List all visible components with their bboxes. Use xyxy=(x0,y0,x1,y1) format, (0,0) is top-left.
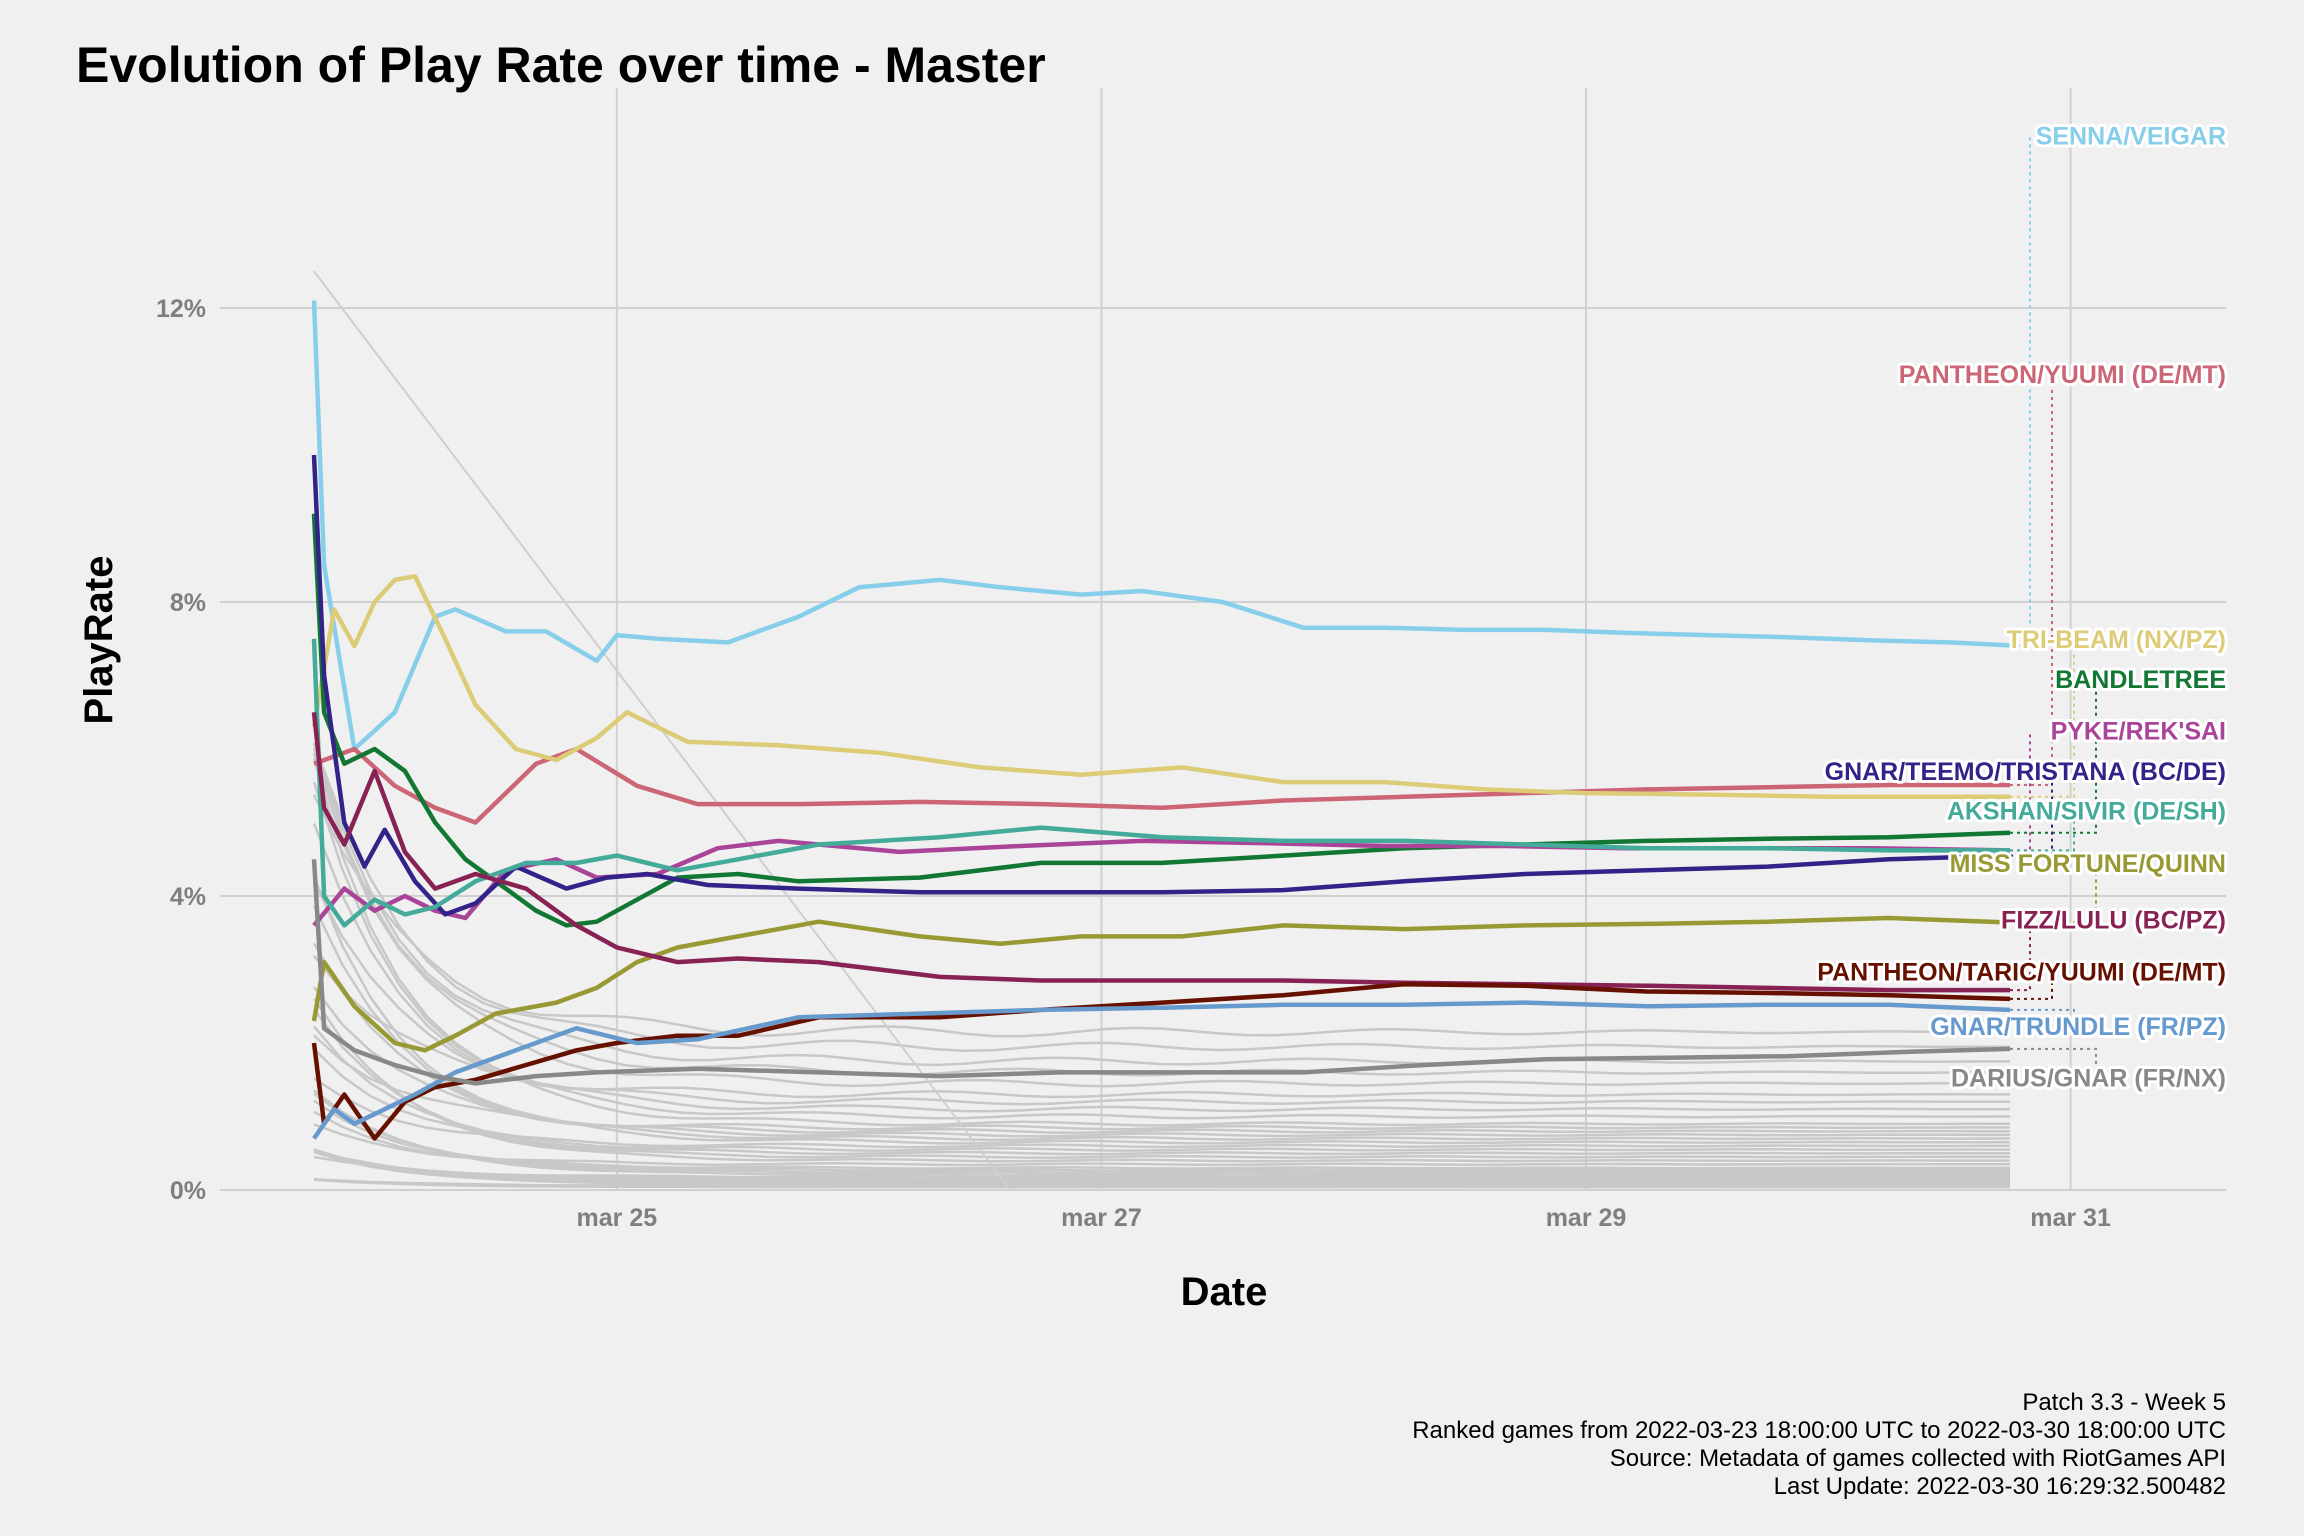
series-label-halo-8: FIZZ/LULU (BC/PZ) xyxy=(2001,907,2226,935)
background-series-line xyxy=(312,876,2011,1145)
leader-line-3 xyxy=(2010,679,2097,834)
background-series-line xyxy=(312,747,2010,1077)
background-series-line xyxy=(312,823,2011,1113)
series-label-10: GNAR/TRUNDLE (FR/PZ) xyxy=(1930,1013,2226,1041)
y-axis-title: PlayRate xyxy=(77,556,121,725)
series-label-0: SENNA/VEIGAR xyxy=(2036,122,2226,150)
x-tick-label-1: mar 27 xyxy=(1061,1204,1142,1232)
series-label-halo-0: SENNA/VEIGAR xyxy=(2036,122,2226,150)
background-series-line xyxy=(313,1148,2010,1183)
series-label-5: GNAR/TEEMO/TRISTANA (BC/DE) xyxy=(1825,758,2226,786)
series-label-2: TRI-BEAM (NX/PZ) xyxy=(2007,626,2226,654)
series-label-7: MISS FORTUNE/QUINN xyxy=(1950,850,2226,878)
series-label-halo-4: PYKE/REK'SAI xyxy=(2051,718,2226,746)
background-series-line xyxy=(312,742,2011,1052)
series-label-halo-2: TRI-BEAM (NX/PZ) xyxy=(2007,626,2226,654)
background-series-line xyxy=(312,905,2011,1142)
leader-line-5 xyxy=(2010,771,2053,857)
series-label-11: DARIUS/GNAR (FR/NX) xyxy=(1951,1065,2226,1093)
series-line-1 xyxy=(313,746,2010,825)
x-tick-label-2: mar 29 xyxy=(1546,1204,1627,1232)
x-axis-title: Date xyxy=(1181,1270,1268,1314)
background-series-line xyxy=(313,1092,2011,1175)
series-label-halo-1: PANTHEON/YUUMI (DE/MT) xyxy=(1899,361,2226,389)
leader-line-9 xyxy=(2010,971,2053,1000)
series-line-11 xyxy=(311,859,2011,1086)
background-series-line xyxy=(312,881,2010,1106)
background-series-line xyxy=(313,1178,2010,1189)
y-tick-label-1: 4% xyxy=(170,883,206,911)
caption-patch: Patch 3.3 - Week 5 xyxy=(2022,1389,2226,1416)
leader-line-4 xyxy=(2010,730,2031,852)
background-series-line xyxy=(313,1177,2010,1187)
background-series-line xyxy=(313,1123,2010,1167)
leader-line-11 xyxy=(2010,1047,2097,1078)
y-tick-label-0: 0% xyxy=(170,1177,206,1205)
axis-ticks: 0% 4% 8% 12% mar 25 mar 27 mar 29 mar 31 xyxy=(156,295,2111,1232)
series-line-5 xyxy=(311,454,2011,917)
chart-title: Evolution of Play Rate over time - Maste… xyxy=(76,37,1046,93)
background-series-line xyxy=(313,1099,2011,1172)
background-series-line xyxy=(313,1150,2010,1186)
series-line-10 xyxy=(312,1000,2011,1140)
caption-date-range: Ranked games from 2022-03-23 18:00:00 UT… xyxy=(1412,1417,2226,1444)
background-series-line xyxy=(313,1148,2010,1185)
series-line-7 xyxy=(311,915,2011,1053)
background-series-line xyxy=(313,1025,2010,1156)
background-series-line xyxy=(313,1008,2010,1160)
series-label-9: PANTHEON/TARIC/YUUMI (DE/MT) xyxy=(1817,959,2226,987)
caption-block: Patch 3.3 - Week 5 Ranked games from 202… xyxy=(1412,1389,2226,1500)
series-label-halo-5: GNAR/TEEMO/TRISTANA (BC/DE) xyxy=(1825,758,2226,786)
series-label-8: FIZZ/LULU (BC/PZ) xyxy=(2001,907,2226,935)
background-series-line xyxy=(312,742,2010,1067)
label-leader-lines xyxy=(2010,135,2097,1078)
y-tick-label-3: 12% xyxy=(156,295,206,323)
background-series-line xyxy=(312,758,2010,1127)
background-series-line xyxy=(313,1149,2010,1181)
leader-line-10 xyxy=(2010,1008,2075,1027)
background-series-line xyxy=(312,997,2010,1163)
series-label-3: BANDLETREE xyxy=(2055,666,2226,694)
caption-source: Source: Metadata of games collected with… xyxy=(1610,1445,2226,1472)
background-series-line xyxy=(313,1077,2010,1149)
series-label-1: PANTHEON/YUUMI (DE/MT) xyxy=(1899,361,2226,389)
leader-line-2 xyxy=(2010,638,2075,798)
series-label-halo-6: AKSHAN/SIVIR (DE/SH) xyxy=(1947,798,2226,826)
background-series-group xyxy=(312,270,2011,1191)
background-series-line xyxy=(313,1155,2010,1179)
series-line-6 xyxy=(311,638,2010,928)
x-tick-label-0: mar 25 xyxy=(577,1204,658,1232)
background-series-line xyxy=(312,794,2010,1038)
series-label-halo-9: PANTHEON/TARIC/YUUMI (DE/MT) xyxy=(1817,959,2226,987)
series-line-8 xyxy=(311,712,2010,993)
series-label-4: PYKE/REK'SAI xyxy=(2051,718,2226,746)
x-tick-label-3: mar 31 xyxy=(2030,1204,2111,1232)
series-label-halo-11: DARIUS/GNAR (FR/NX) xyxy=(1951,1065,2226,1093)
highlighted-series-group xyxy=(311,300,2011,1141)
series-line-2 xyxy=(311,574,2010,800)
series-label-halo-3: BANDLETREE xyxy=(2055,666,2226,694)
series-label-halo-7: MISS FORTUNE/QUINN xyxy=(1950,850,2226,878)
background-series-line xyxy=(313,1110,2011,1170)
background-series-line xyxy=(312,781,2011,1120)
series-line-9 xyxy=(311,981,2011,1141)
leader-line-6 xyxy=(2010,810,2075,852)
series-label-6: AKSHAN/SIVIR (DE/SH) xyxy=(1947,798,2226,826)
caption-last-update: Last Update: 2022-03-30 16:29:32.500482 xyxy=(1774,1473,2226,1500)
background-series-line xyxy=(313,1048,2010,1152)
background-series-line xyxy=(313,1089,2010,1177)
y-tick-label-2: 8% xyxy=(170,589,206,617)
series-line-0 xyxy=(311,300,2011,752)
series-label-halo-10: GNAR/TRUNDLE (FR/PZ) xyxy=(1930,1013,2226,1041)
leader-line-7 xyxy=(2010,862,2097,924)
